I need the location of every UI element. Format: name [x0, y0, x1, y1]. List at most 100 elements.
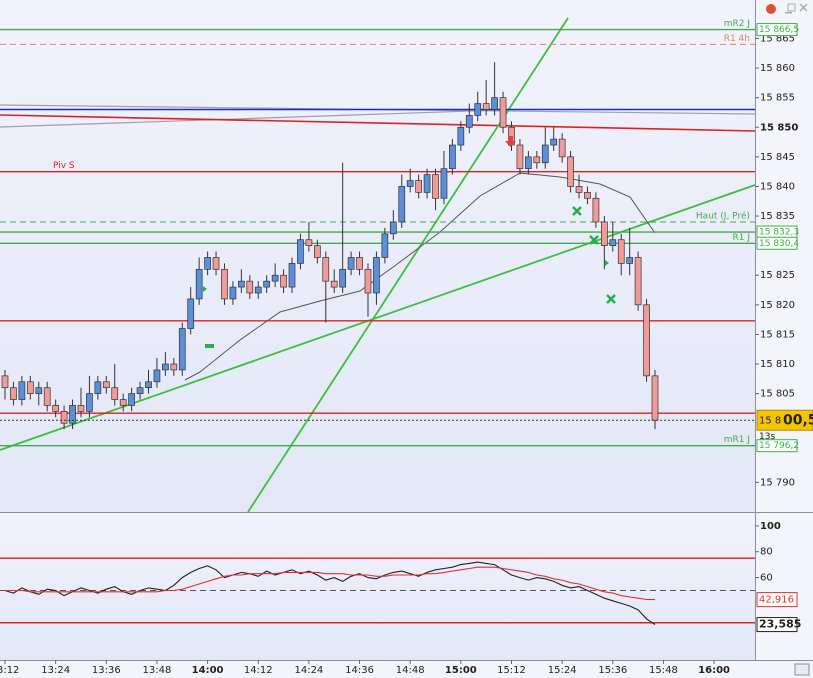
- x-tick-label: 16:00: [698, 665, 730, 676]
- candle-body: [465, 115, 473, 128]
- x-tick-label: 15:24: [548, 665, 577, 676]
- y-tick-label: 15 790: [760, 477, 795, 488]
- candle-body: [77, 405, 85, 412]
- y-tick-label: 15 810: [760, 359, 795, 370]
- candle-body: [432, 174, 439, 199]
- candle-body: [584, 192, 591, 199]
- candle-body: [1, 375, 9, 389]
- candle-body: [347, 257, 355, 270]
- y-tick-label: 15 815: [760, 329, 795, 340]
- y-tick-label: 15 860: [760, 63, 795, 74]
- candle-body: [178, 328, 186, 371]
- level-value-box: [756, 236, 798, 250]
- y-tick-label: 15 845: [760, 152, 795, 163]
- candle-body: [626, 257, 634, 264]
- candle-body: [204, 257, 211, 270]
- moving-average: [184, 172, 656, 381]
- candle-body: [356, 257, 363, 270]
- candle-body: [187, 298, 195, 329]
- time-axis: [0, 660, 813, 678]
- candle-body: [69, 405, 76, 424]
- candle-body: [474, 103, 482, 116]
- candle-body: [440, 168, 448, 199]
- x-tick-label: 15:00: [445, 665, 477, 676]
- last-value-box: [756, 617, 798, 633]
- price-panel: [0, 0, 755, 512]
- x-tick-label: 14:48: [396, 665, 425, 676]
- candle-body: [389, 221, 397, 235]
- plot: 15 790 15 805 15 810 15 815 15 820 15 825 15 8…: [0, 19, 813, 676]
- candle-body: [567, 156, 574, 187]
- candle-body: [145, 381, 152, 389]
- candle-body: [406, 180, 414, 187]
- last-value-box: [756, 592, 798, 608]
- y-tick-label: 15 805: [760, 389, 795, 400]
- y-tick-label: 60: [760, 573, 773, 584]
- x-tick-label: 14:00: [192, 665, 224, 676]
- level-label: R1 J: [733, 233, 751, 243]
- candle-body: [575, 186, 583, 193]
- trend-line: [0, 109, 501, 128]
- trend-line: [0, 114, 756, 132]
- minimize-icon[interactable]: [785, 12, 792, 14]
- candle-body: [373, 257, 380, 294]
- x-tick-label: 15:12: [497, 665, 526, 676]
- last-price-prefix: 15 8: [759, 415, 781, 426]
- level-label: mR2 J: [724, 19, 750, 29]
- candle-body: [322, 257, 330, 282]
- candle-body: [364, 268, 372, 294]
- window-controls: [766, 3, 810, 676]
- y-tick-label: 15 850: [760, 122, 798, 133]
- level-value-label: 15 866,5: [759, 25, 799, 35]
- close-icon[interactable]: [799, 3, 808, 12]
- scale-button[interactable]: [794, 663, 810, 676]
- candle-body: [280, 274, 287, 288]
- last-price-main: 00,5: [783, 412, 813, 428]
- candle-body: [52, 405, 59, 412]
- candle-body: [381, 233, 389, 258]
- candle-body: [119, 399, 127, 406]
- level-value-label: 15 796,2: [759, 441, 799, 451]
- candle-body: [330, 280, 338, 288]
- candle-body: [111, 387, 119, 400]
- candle-body: [592, 197, 600, 223]
- candle-body: [558, 138, 566, 158]
- candle-body: [339, 268, 347, 288]
- x-tick-label: 14:24: [294, 665, 323, 676]
- trend-line: [247, 17, 569, 513]
- signal-cross: [572, 206, 582, 216]
- signal-cross: [606, 294, 616, 304]
- last-price-box: [756, 409, 813, 431]
- maximize-icon[interactable]: [787, 3, 796, 12]
- candle-body: [128, 393, 135, 406]
- candle-body: [617, 239, 625, 264]
- candle-body: [288, 263, 296, 288]
- x-tick-label: 13:48: [143, 665, 172, 676]
- level-value-box: [756, 439, 798, 453]
- candle-body: [457, 126, 465, 146]
- y-tick-label: 80: [760, 547, 773, 558]
- x-tick-label: 15:48: [649, 665, 678, 676]
- x-tick-label: 15:36: [598, 665, 627, 676]
- candle-body: [221, 268, 228, 300]
- candle-body: [305, 239, 313, 246]
- candle-body: [35, 387, 43, 394]
- rsi-panel: [0, 513, 755, 660]
- candle-body: [271, 274, 279, 282]
- x-tick-label: 14:12: [244, 665, 273, 676]
- candle-body: [238, 280, 245, 288]
- candle-body: [643, 304, 650, 377]
- level-value-label: 15 830,4: [759, 239, 799, 249]
- candle-body: [609, 239, 617, 246]
- rsi-line: [5, 566, 656, 601]
- level-label: Haut (J, Pré): [696, 210, 750, 221]
- candle-body: [313, 245, 321, 258]
- candle-body: [212, 257, 220, 270]
- candle-body: [10, 387, 17, 400]
- refresh-icon[interactable]: [766, 4, 776, 14]
- candle-body: [634, 257, 642, 306]
- last-value-label: 42,916: [759, 595, 794, 606]
- candle-body: [195, 268, 203, 300]
- y-tick-label: 15 865: [760, 33, 795, 44]
